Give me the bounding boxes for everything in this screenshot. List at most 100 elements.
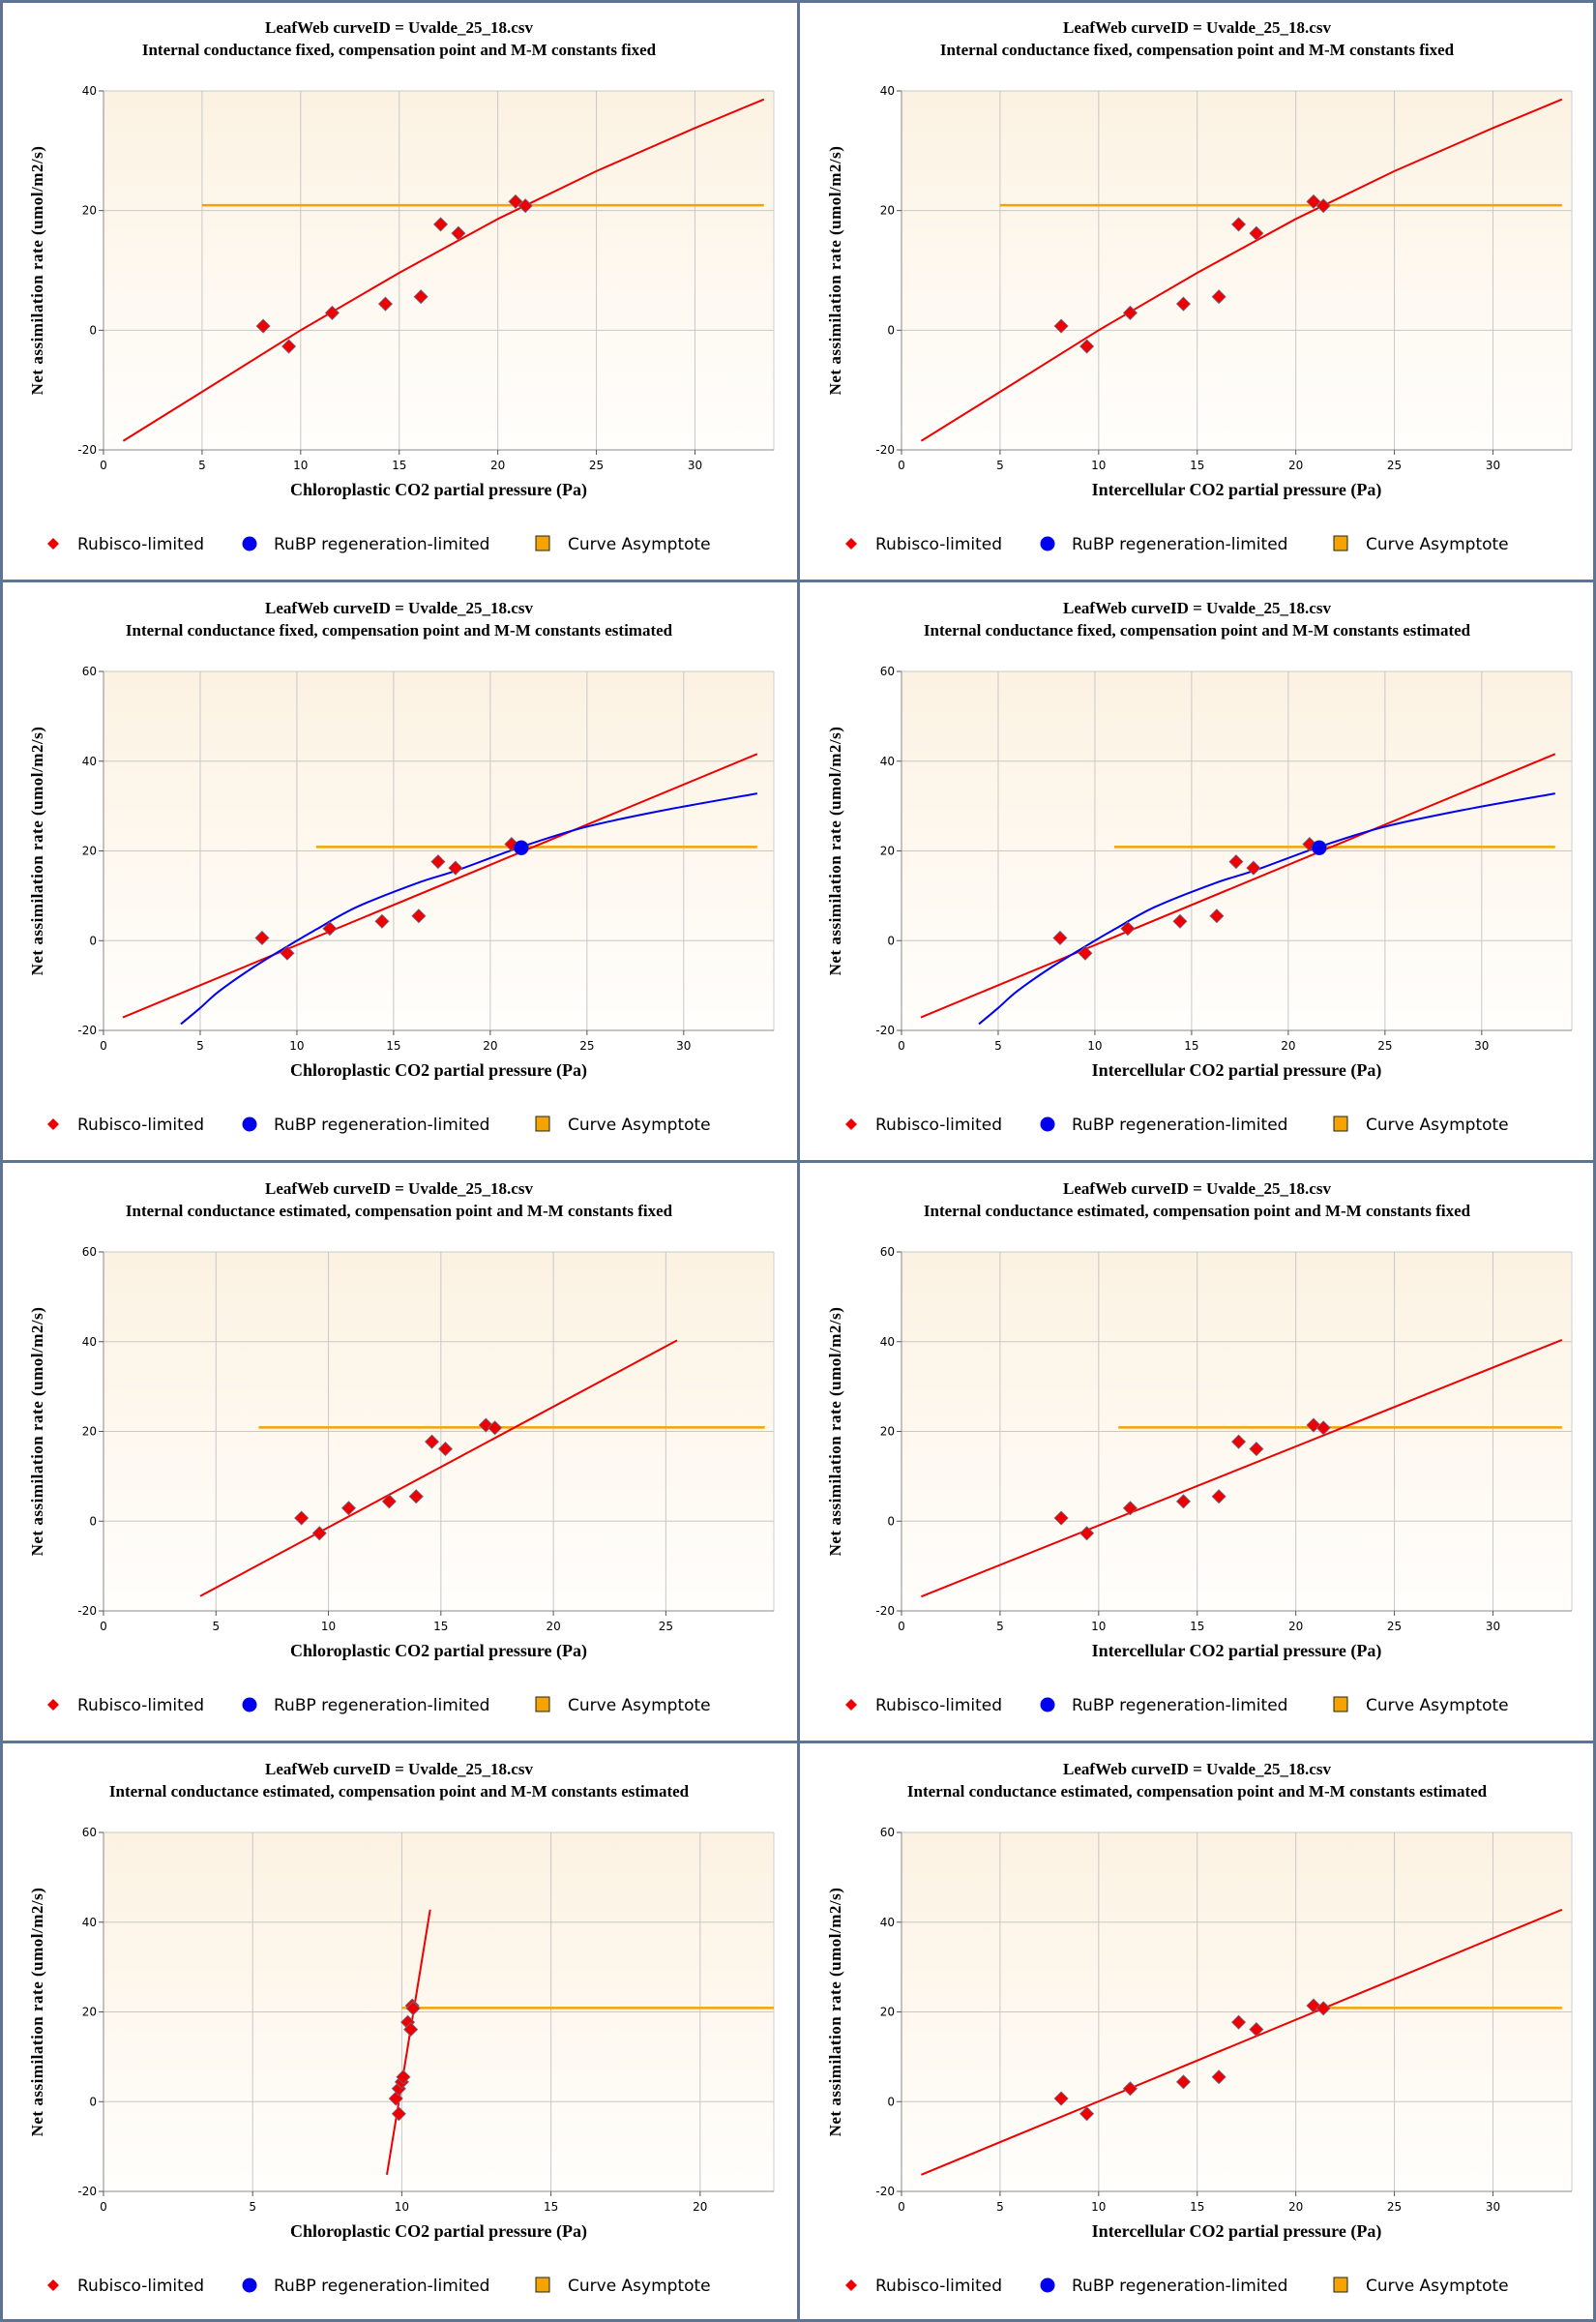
rubisco-point — [1175, 1494, 1192, 1509]
x-tick-label: 25 — [659, 1620, 673, 1633]
x-tick-label: 30 — [1486, 2200, 1500, 2214]
rubisco-point — [430, 854, 446, 870]
x-tick-label: 30 — [1486, 459, 1500, 472]
x-tick-label: 10 — [395, 2200, 409, 2214]
legend: Rubisco-limited RuBP regeneration-limited… — [845, 1116, 1509, 1135]
panel-border — [0, 580, 1596, 582]
x-tick-label: 25 — [579, 1039, 594, 1053]
chart-title: LeafWeb curveID = Uvalde_25_18.csv — [1063, 18, 1331, 37]
rubisco-legend-icon — [47, 1118, 59, 1130]
y-tick-label: 40 — [880, 755, 895, 768]
rubisco-fit-line — [920, 98, 1563, 442]
plot-content — [921, 1338, 1563, 1598]
y-axis-label: Net assimilation rate (umol/m2/s) — [28, 727, 46, 976]
rubisco-point — [1249, 225, 1264, 241]
x-tick-label: 0 — [898, 1039, 905, 1053]
rubisco-point — [1120, 921, 1136, 937]
x-axis-label: Chloroplastic CO2 partial pressure (Pa) — [290, 480, 587, 500]
rubisco-point — [437, 1442, 454, 1457]
plot-content — [920, 1908, 1563, 2176]
legend-asymptote-label: Curve Asymptote — [568, 1116, 711, 1135]
legend-rubp-label: RuBP regeneration-limited — [274, 2277, 489, 2296]
x-tick-label: 5 — [994, 1039, 1002, 1053]
x-tick-label: 0 — [898, 1620, 905, 1633]
x-tick-label: 0 — [898, 2200, 905, 2214]
chart-svg: LeafWeb curveID = Uvalde_25_18.csv Intern… — [826, 599, 1573, 1135]
legend-rubisco-label: Rubisco-limited — [77, 2277, 204, 2296]
chart-svg: LeafWeb curveID = Uvalde_25_18.csv Intern… — [826, 1760, 1573, 2296]
asymptote-legend-icon — [535, 1696, 550, 1712]
rubisco-fit-line — [199, 1339, 678, 1597]
rubisco-point — [1249, 1442, 1264, 1457]
rubisco-point — [1052, 930, 1068, 946]
legend-rubp-label: RuBP regeneration-limited — [274, 1116, 489, 1135]
rubp-legend-icon — [242, 2277, 257, 2293]
x-tick-label: 30 — [1486, 1620, 1500, 1633]
y-tick-label: -20 — [77, 2185, 97, 2198]
asymptote-legend-icon — [535, 1116, 550, 1132]
x-tick-label: 10 — [1091, 1620, 1106, 1633]
chart-title: LeafWeb curveID = Uvalde_25_18.csv — [265, 18, 533, 37]
chart-subtitle: Internal conductance estimated, compensa… — [924, 1202, 1471, 1220]
rubisco-point — [1211, 2069, 1227, 2085]
rubisco-point — [396, 2069, 411, 2085]
rubisco-point — [340, 1501, 357, 1516]
rubisco-point — [281, 339, 297, 354]
rubisco-point — [322, 921, 338, 937]
rubisco-point — [403, 2022, 419, 2038]
y-tick-label: 20 — [82, 204, 97, 218]
x-tick-label: 20 — [1288, 459, 1303, 472]
x-tick-label: 15 — [433, 1620, 448, 1633]
x-tick-label: 25 — [1387, 459, 1402, 472]
chart-subtitle: Internal conductance estimated, compensa… — [109, 1782, 690, 1801]
rubp-legend-icon — [242, 1116, 257, 1132]
chart-title: LeafWeb curveID = Uvalde_25_18.csv — [1063, 1179, 1331, 1198]
legend-rubisco-label: Rubisco-limited — [77, 1116, 204, 1135]
legend-rubp-label: RuBP regeneration-limited — [1072, 1696, 1287, 1715]
rubisco-point — [1230, 2014, 1247, 2030]
rubisco-point — [391, 2106, 406, 2122]
y-tick-label: 40 — [880, 84, 895, 98]
rubp-legend-icon — [242, 1697, 257, 1712]
panel-border — [0, 1741, 1596, 1743]
legend: Rubisco-limited RuBP regeneration-limited… — [845, 2277, 1509, 2296]
legend-asymptote-label: Curve Asymptote — [568, 2277, 711, 2296]
x-tick-label: 20 — [693, 2200, 707, 2214]
x-tick-label: 0 — [100, 1039, 107, 1053]
y-tick-label: 60 — [82, 1826, 97, 1839]
rubp-fit-curve — [978, 792, 1555, 1026]
rubisco-legend-icon — [845, 538, 857, 550]
rubisco-point — [1246, 860, 1261, 876]
rubisco-point — [1315, 2001, 1331, 2016]
rubp-legend-icon — [1040, 536, 1055, 551]
rubisco-point — [280, 945, 295, 961]
asymptote-legend-icon — [535, 535, 550, 551]
x-tick-label: 10 — [321, 1620, 336, 1633]
x-tick-label: 5 — [996, 2200, 1004, 2214]
chart-title: LeafWeb curveID = Uvalde_25_18.csv — [1063, 1760, 1331, 1778]
rubisco-point — [1175, 296, 1192, 312]
x-tick-label: 5 — [196, 1039, 204, 1053]
x-tick-label: 20 — [483, 1039, 497, 1053]
rubisco-point — [424, 1434, 440, 1449]
rubisco-point — [1249, 2022, 1264, 2038]
plot-area — [901, 91, 1572, 450]
y-tick-label: 40 — [82, 1916, 97, 1929]
legend-rubp-label: RuBP regeneration-limited — [274, 535, 489, 554]
plot-content — [920, 98, 1563, 442]
rubp-point — [1312, 840, 1327, 856]
rubisco-point — [254, 930, 270, 946]
y-axis-label: Net assimilation rate (umol/m2/s) — [826, 1888, 844, 2137]
x-tick-label: 5 — [249, 2200, 256, 2214]
x-tick-label: 15 — [1190, 2200, 1204, 2214]
plot-content — [122, 753, 758, 1026]
y-tick-label: 40 — [880, 1916, 895, 1929]
x-tick-label: 10 — [1087, 1039, 1102, 1053]
rubisco-fit-line — [921, 1338, 1563, 1598]
chart-subtitle: Internal conductance fixed, compensation… — [924, 621, 1471, 640]
legend: Rubisco-limited RuBP regeneration-limited… — [47, 2277, 711, 2296]
rubp-legend-icon — [1040, 1116, 1055, 1132]
rubisco-point — [1053, 2091, 1069, 2106]
x-tick-label: 25 — [589, 459, 604, 472]
